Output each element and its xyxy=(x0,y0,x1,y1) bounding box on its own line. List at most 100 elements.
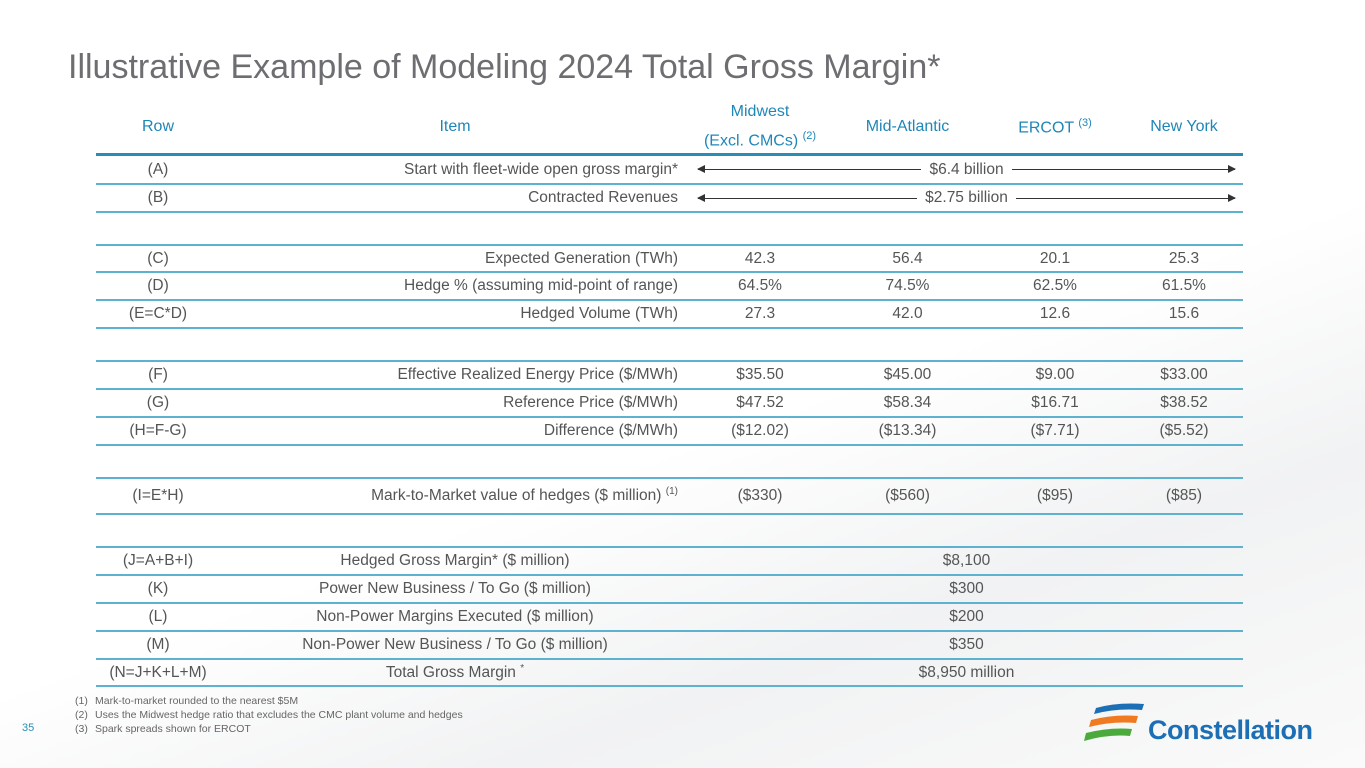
table-row: (F) Effective Realized Energy Price ($/MW… xyxy=(96,362,1243,390)
spacer-row xyxy=(96,329,1243,362)
footnote-ref: (3) xyxy=(1078,116,1092,129)
header-row: Row xyxy=(141,117,174,135)
value-cell: 56.4 xyxy=(892,249,923,267)
total-value: $8,950 million xyxy=(918,663,1015,681)
value-cell: ($13.34) xyxy=(878,422,937,439)
row-item: Hedged Volume (TWh) xyxy=(220,305,690,323)
footnote-ref: * xyxy=(520,662,525,674)
item-label: Expected Generation (TWh) xyxy=(485,249,678,267)
footnote-text: Spark spreads shown for ERCOT xyxy=(95,723,251,735)
value-cell: $45.00 xyxy=(883,366,932,383)
footnote-ref: (1) xyxy=(665,486,678,498)
midwest-sub: (Excl. CMCs) xyxy=(703,132,799,150)
ercot-label: ERCOT xyxy=(1018,118,1074,136)
value-cell: ($85) xyxy=(1165,487,1203,504)
footnotes: (1) Mark-to-market rounded to the nearest… xyxy=(75,694,463,736)
table-row: (E=C*D) Hedged Volume (TWh) 27.3 42.0 12.6 15… xyxy=(96,301,1243,329)
footnote-number: (3) xyxy=(75,723,88,735)
row-item: Power New Business / To Go ($ million) xyxy=(220,580,690,598)
logo-text: Constellation xyxy=(1148,715,1313,745)
item-label: Reference Price ($/MWh) xyxy=(503,394,678,411)
footnote-text: Uses the Midwest hedge ratio that exclud… xyxy=(95,709,463,721)
gross-margin-table: Row Item Midwest (Excl. CMCs) (2) Mid-Atl… xyxy=(96,100,1243,687)
table-row: (K) Power New Business / To Go ($ million… xyxy=(96,576,1243,604)
total-value: $350 xyxy=(949,636,984,653)
row-id: (N=J+K+L+M) xyxy=(109,663,207,681)
header-item: Item xyxy=(439,117,471,135)
spacer-row xyxy=(96,213,1243,246)
row-item: Effective Realized Energy Price ($/MWh) xyxy=(220,366,690,384)
row-item: Contracted Revenues xyxy=(220,189,690,207)
item-label: Contracted Revenues xyxy=(528,189,678,206)
value-cell: ($95) xyxy=(1036,487,1074,504)
span-label: $6.4 billion xyxy=(929,160,1004,178)
value-cell: 15.6 xyxy=(1168,305,1200,322)
arrow-left-icon xyxy=(696,165,922,173)
spacer-row xyxy=(96,515,1243,548)
row-id: (A) xyxy=(147,160,169,178)
total-value: $200 xyxy=(949,608,984,625)
item-label: Effective Realized Energy Price ($/MWh) xyxy=(397,366,678,383)
span-value: $6.4 billion xyxy=(690,161,1243,179)
value-cell: $47.52 xyxy=(736,394,784,411)
row-id: (M) xyxy=(146,636,170,653)
row-id: (H=F-G) xyxy=(129,422,187,439)
value-cell: 42.3 xyxy=(744,249,776,267)
footnote: (2) Uses the Midwest hedge ratio that exc… xyxy=(75,708,463,722)
footnote-number: (2) xyxy=(75,709,88,721)
header-midatlantic: Mid-Atlantic xyxy=(865,117,950,135)
row-item: Non-Power Margins Executed ($ million) xyxy=(220,608,690,626)
midwest-label: Midwest xyxy=(730,103,790,120)
row-item: Non-Power New Business / To Go ($ millio… xyxy=(220,636,690,654)
value-cell: ($560) xyxy=(885,487,930,504)
row-id: (K) xyxy=(147,580,169,597)
table-row: (C) Expected Generation (TWh) 42.3 56.4 20.1… xyxy=(96,246,1243,273)
footnote: (3) Spark spreads shown for ERCOT xyxy=(75,722,463,736)
total-value: $8,100 xyxy=(942,552,991,569)
item-label: Hedge % (assuming mid-point of range) xyxy=(404,277,678,294)
table-row: (A) Start with fleet-wide open gross marg… xyxy=(96,156,1243,185)
header-newyork: New York xyxy=(1150,117,1218,135)
value-cell: $58.34 xyxy=(883,394,932,411)
value-cell: 61.5% xyxy=(1162,277,1206,294)
value-cell: $35.50 xyxy=(736,366,784,383)
constellation-logo: Constellation xyxy=(1082,700,1313,746)
row-id: (G) xyxy=(146,394,170,411)
value-cell: $33.00 xyxy=(1160,366,1208,383)
row-item: Hedge % (assuming mid-point of range) xyxy=(220,277,690,295)
footnote-text: Mark-to-market rounded to the nearest $5… xyxy=(95,695,299,707)
value-cell: 27.3 xyxy=(744,305,776,322)
row-item: Mark-to-Market value of hedges ($ millio… xyxy=(220,486,690,505)
value-cell: 25.3 xyxy=(1168,249,1200,267)
value-cell: 42.0 xyxy=(892,305,923,322)
value-cell: 12.6 xyxy=(1039,305,1071,322)
item-label: Start with fleet-wide open gross margin* xyxy=(404,160,678,178)
row-item: Start with fleet-wide open gross margin* xyxy=(220,161,690,179)
table-row: (L) Non-Power Margins Executed ($ million… xyxy=(96,604,1243,632)
item-label: Non-Power New Business / To Go ($ millio… xyxy=(302,636,608,653)
header-ercot: ERCOT (3) xyxy=(985,117,1125,137)
value-cell: 64.5% xyxy=(738,277,782,294)
item-label: Non-Power Margins Executed ($ million) xyxy=(316,608,594,625)
header-midwest: Midwest (Excl. CMCs) (2) xyxy=(690,100,830,153)
value-cell: ($5.52) xyxy=(1159,422,1209,439)
value-cell: $16.71 xyxy=(1031,394,1079,411)
item-label: Power New Business / To Go ($ million) xyxy=(319,580,591,597)
table-header: Row Item Midwest (Excl. CMCs) (2) Mid-Atl… xyxy=(96,100,1243,156)
footnote: (1) Mark-to-market rounded to the nearest… xyxy=(75,694,463,708)
arrow-left-icon xyxy=(696,193,918,202)
item-label: Total Gross Margin xyxy=(385,664,516,682)
value-cell: 74.5% xyxy=(885,277,930,294)
logo-mark-icon xyxy=(1084,703,1144,741)
row-id: (D) xyxy=(147,277,169,294)
row-item: Reference Price ($/MWh) xyxy=(220,394,690,412)
footnote-number: (1) xyxy=(75,695,88,707)
spacer-row xyxy=(96,446,1243,479)
value-cell: 20.1 xyxy=(1039,249,1071,267)
item-label: Hedged Gross Margin* ($ million) xyxy=(340,552,570,569)
item-label: Difference ($/MWh) xyxy=(543,422,678,439)
row-item: Total Gross Margin * xyxy=(220,663,690,682)
table-row: (B) Contracted Revenues $2.75 billion xyxy=(96,185,1243,213)
row-id: (B) xyxy=(147,189,169,206)
value-cell: ($12.02) xyxy=(731,422,789,439)
